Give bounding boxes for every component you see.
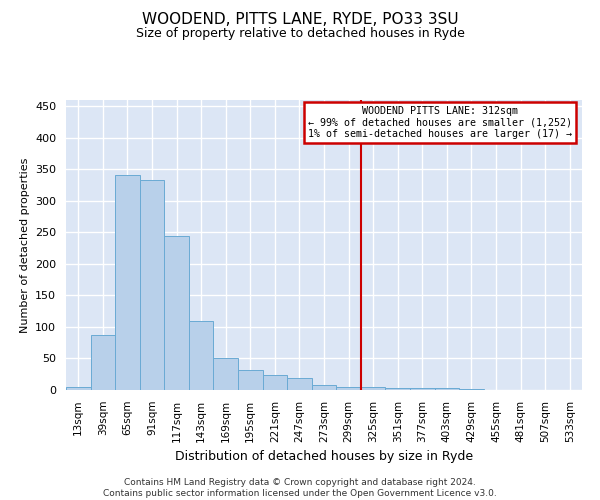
Bar — [434, 388, 459, 390]
Bar — [189, 320, 214, 390]
X-axis label: Distribution of detached houses by size in Ryde: Distribution of detached houses by size … — [175, 450, 473, 463]
Text: WOODEND PITTS LANE: 312sqm
← 99% of detached houses are smaller (1,252)
1% of se: WOODEND PITTS LANE: 312sqm ← 99% of deta… — [308, 106, 572, 139]
Text: Size of property relative to detached houses in Ryde: Size of property relative to detached ho… — [136, 28, 464, 40]
Y-axis label: Number of detached properties: Number of detached properties — [20, 158, 29, 332]
Bar — [66, 387, 91, 390]
Bar — [140, 180, 164, 390]
Bar — [336, 388, 361, 390]
Bar — [263, 375, 287, 390]
Bar — [238, 370, 263, 390]
Bar — [312, 385, 336, 390]
Bar — [214, 358, 238, 390]
Bar — [361, 388, 385, 390]
Bar — [91, 334, 115, 390]
Bar — [115, 175, 140, 390]
Text: Contains HM Land Registry data © Crown copyright and database right 2024.
Contai: Contains HM Land Registry data © Crown c… — [103, 478, 497, 498]
Bar — [385, 388, 410, 390]
Bar — [410, 388, 434, 390]
Bar — [287, 378, 312, 390]
Bar — [164, 236, 189, 390]
Text: WOODEND, PITTS LANE, RYDE, PO33 3SU: WOODEND, PITTS LANE, RYDE, PO33 3SU — [142, 12, 458, 28]
